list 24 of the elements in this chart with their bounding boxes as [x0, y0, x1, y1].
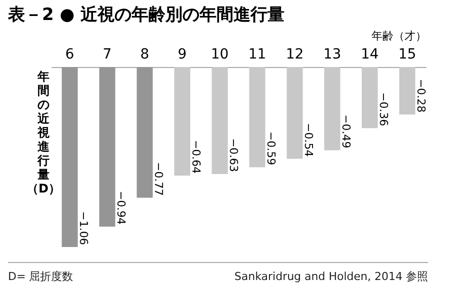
- data-label: −0.28: [414, 78, 428, 113]
- x-tick-label: 13: [323, 46, 342, 62]
- x-tick-label: 12: [286, 46, 304, 62]
- data-label: −0.59: [264, 131, 278, 166]
- x-tick-label: 8: [140, 46, 150, 62]
- data-label: −0.64: [189, 140, 202, 174]
- x-tick-label: 11: [248, 46, 266, 62]
- x-tick-label: 9: [178, 46, 187, 62]
- data-label: −0.49: [339, 114, 352, 148]
- divider: D= 屈折度数 Sankaridrug and Holden, 2014 参照: [8, 262, 428, 284]
- text: 年間の近視進行量（D）: [26, 70, 60, 196]
- x-tick-label: 6: [65, 46, 74, 62]
- data-label: −0.63: [226, 138, 240, 172]
- x-tick-label: 14: [360, 46, 379, 62]
- x-tick-label: 15: [398, 46, 416, 62]
- data-label: −0.54: [302, 122, 315, 157]
- x-tick-label: 10: [210, 46, 229, 62]
- x-axis-title: 年齢（才）: [372, 30, 426, 42]
- data-label: −1.06: [76, 211, 90, 245]
- data-label: −0.36: [376, 92, 390, 126]
- chart-title: 表－2 ● 近視の年齢別の年間進行量: [7, 5, 285, 25]
- data-label: −0.77: [152, 162, 165, 196]
- data-label: −0.94: [114, 190, 128, 225]
- x-tick-label: 7: [102, 46, 112, 62]
